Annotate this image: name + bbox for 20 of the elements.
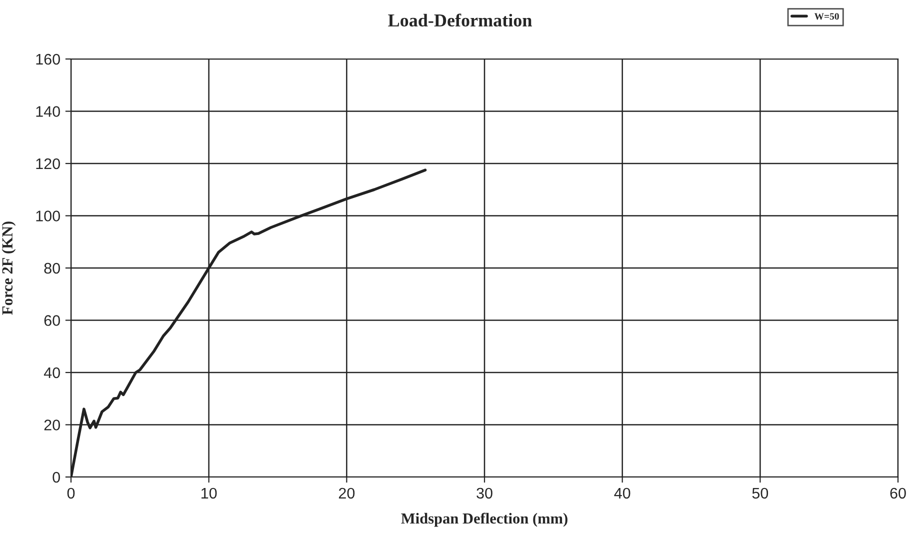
y-tick-label: 0	[52, 472, 60, 483]
x-tick-label: 30	[476, 488, 492, 499]
y-tick-label: 20	[44, 420, 60, 430]
legend-label: W=50	[814, 13, 839, 20]
x-tick-label: 60	[890, 488, 906, 499]
y-tick-label: 140	[36, 106, 60, 117]
x-tick-label: 40	[614, 488, 630, 499]
y-axis-title: Force 2F (KN)	[2, 222, 16, 315]
x-tick-label: 50	[752, 488, 768, 499]
x-tick-label: 0	[67, 488, 75, 499]
y-tick-label: 80	[44, 262, 60, 274]
y-tick-label: 160	[36, 54, 60, 65]
y-tick-label: 40	[44, 367, 60, 378]
y-tick-label: 120	[36, 158, 60, 170]
y-tick-label: 60	[44, 315, 60, 326]
x-tick-label: 10	[202, 488, 217, 499]
x-axis-title: Midspan Deflection (mm)	[401, 512, 568, 527]
x-tick-label: 20	[338, 488, 355, 499]
y-tick-label: 100	[36, 210, 60, 222]
chart-title: Load-Deformation	[388, 14, 532, 27]
